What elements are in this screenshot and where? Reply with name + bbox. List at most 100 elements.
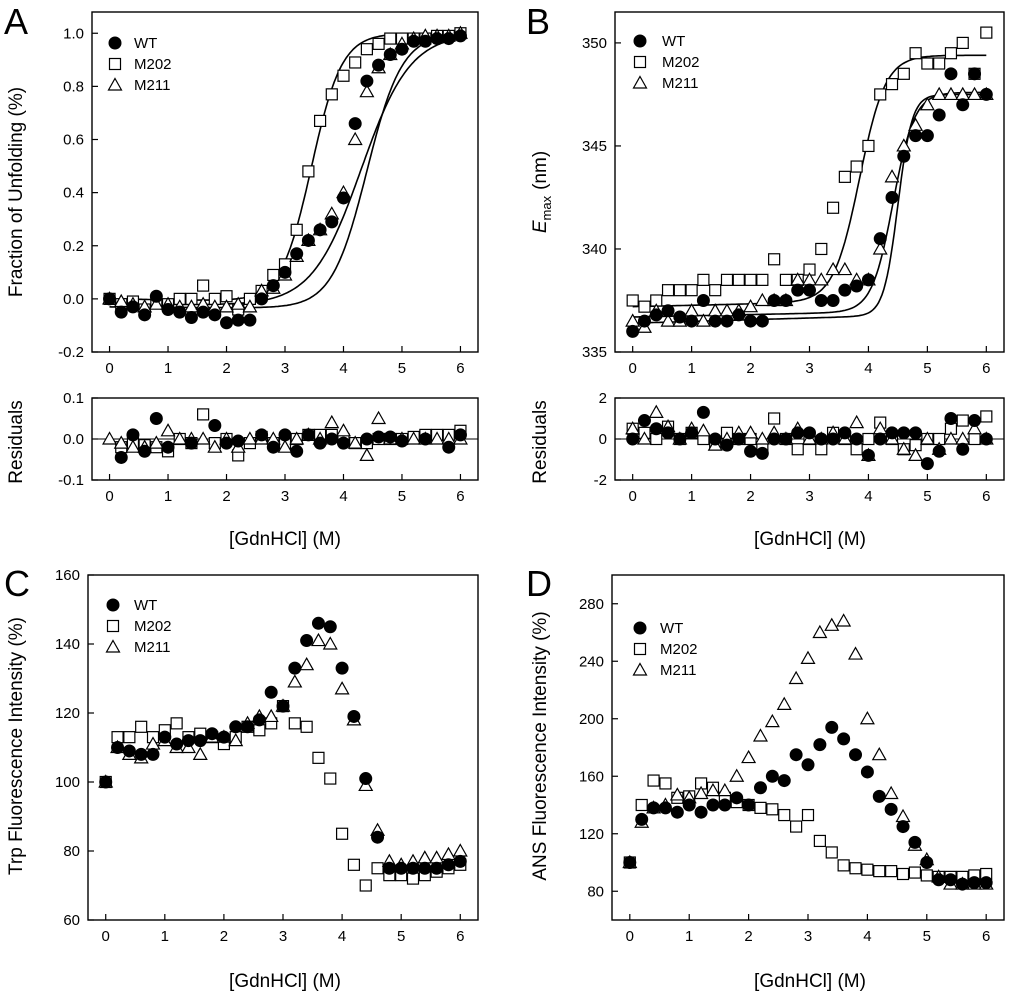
a-wt-point [453,29,467,43]
a-ytick-label: 0.6 [63,132,84,149]
a-residuals-m211-point [324,414,340,429]
d-m202-point [849,862,862,875]
d-wt-point [813,738,827,752]
d-m202-point [635,798,648,812]
a-residuals-m211-point [359,447,375,461]
d-xtick-label: 6 [982,928,990,945]
b-residuals-wt-point [637,414,651,428]
a-residuals-m211-point [160,423,176,437]
a-m202-point [372,37,385,50]
b-residuals-m211-point [919,431,935,445]
b-m202-point [720,273,734,286]
a-residuals-m211-point [371,410,387,425]
panel-b-residual-ylabel: Residuals [530,400,551,483]
b-m211-point [884,169,900,183]
b-wt-point [626,324,640,338]
legend-b-m202: M202 [662,54,700,71]
a-residuals-xtick-label: 2 [222,488,230,505]
b-xtick-label: 5 [923,360,931,377]
c-xtick-label: 1 [161,928,169,945]
b-residuals-wt-point [673,432,687,446]
legend-d-wt: WT [660,620,683,637]
b-residuals-ytick-label: 2 [599,390,607,407]
d-wt-point [896,820,910,834]
a-residuals-wt-point [161,440,175,454]
d-m211-point [693,785,709,800]
a-wt-point [290,247,304,261]
c-wt-point [252,713,266,727]
a-residuals-wt-point [208,418,222,432]
b-residuals-wt-point [767,432,781,446]
b-residuals-wt-point [661,426,675,440]
a-residuals-xtick-label: 4 [339,488,347,505]
b-wt-point [861,273,875,287]
c-wt-point [264,685,278,699]
c-wt-point [311,616,325,630]
b-m202-point [862,139,875,153]
b-residuals-wt-point [708,432,722,446]
a-residuals-m211-point [125,439,141,453]
b-m211-point [707,303,723,317]
b-residuals-wt-point [920,457,934,471]
a-wt-point [126,300,140,314]
d-m211-point [729,768,745,782]
a-m202-point [349,56,362,69]
d-m211-point [847,646,864,660]
a-wt-point [278,265,292,279]
d-m211-point [741,749,757,764]
d-wt-point [623,856,637,869]
b-residuals-wt-point [850,432,864,446]
b-residuals-wt-point [873,432,887,446]
d-m202-point [908,866,922,879]
a-wt-point [243,313,257,327]
c-xtick-label: 4 [338,928,346,945]
a-residuals-ytick-label: 0.1 [63,390,84,407]
a-xtick-label: 3 [281,360,289,377]
c-ytick-label: 140 [55,636,80,653]
b-xtick-label: 2 [746,360,754,377]
c-wt-point [406,861,420,875]
b-m211-point [919,97,935,111]
c-wt-point [146,747,160,761]
legend-a-wt-marker [108,36,122,50]
legend-c-m211-marker [105,639,121,653]
d-xtick-label: 0 [626,928,634,945]
b-xtick-label: 0 [629,360,637,377]
a-residuals-wt-point [266,440,280,454]
b-residuals-m211-point [743,425,759,439]
b-m211-point [825,261,841,276]
c-m211-point [452,843,468,857]
legend-d: WT M202 M211 [632,620,698,679]
d-wt-point [647,801,661,815]
legend-c-m202-marker [106,619,120,633]
c-m211-point [429,850,445,864]
d-m211-point [776,696,792,710]
c-m211-point [417,850,433,864]
d-m202-point [790,820,803,833]
b-xtick-label: 6 [982,360,990,377]
b-residuals-wt-point [779,432,793,446]
b-residuals-m211-point [908,447,924,461]
b-m211-point [931,86,947,101]
d-wt-point [837,732,851,746]
c-xtick-label: 5 [397,928,405,945]
d-wt-point [872,789,886,803]
b-residuals-m211-point [648,404,664,418]
b-m202-point [921,57,934,70]
a-xtick-label: 2 [222,360,230,377]
panel-a-residuals-plot: 0 1 2 3 4 5 6 -0.1 0.0 0.1 [58,390,479,505]
b-m202-point [697,273,710,286]
a-residuals-m211-point [148,435,164,449]
legend-c-wt: WT [134,597,157,614]
a-xtick-label: 6 [456,360,464,377]
a-residuals-wt-point [301,428,315,442]
d-xtick-label: 4 [863,928,871,945]
a-wt-point [360,74,374,88]
d-m211-point [752,728,769,742]
a-m211-point [347,131,363,146]
d-xtick-label: 1 [685,928,693,945]
d-ytick-label: 120 [579,826,604,843]
b-wt-point [732,308,746,322]
d-m202-point [920,869,933,882]
d-m211-point [859,711,875,725]
